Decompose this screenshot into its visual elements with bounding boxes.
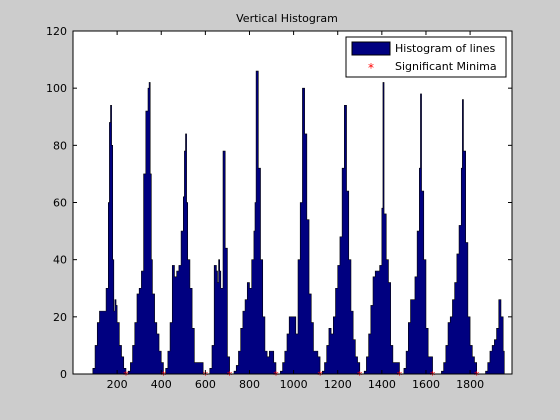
axes: * * * * * * * * * * 200 400 600 800 1000 1200 1400 1600 1… xyxy=(46,25,513,391)
minima-marker: * xyxy=(203,369,209,382)
histogram-peak-4 xyxy=(209,150,231,375)
legend-label-histogram: Histogram of lines xyxy=(395,42,496,55)
minima-marker: * xyxy=(317,369,323,382)
x-tick-label: 400 xyxy=(151,378,172,391)
histogram-peak-7 xyxy=(321,105,361,375)
histogram-peak-6 xyxy=(280,87,322,375)
minima-marker: * xyxy=(397,369,403,382)
legend-label-minima: Significant Minima xyxy=(395,60,497,73)
chart-title: Vertical Histogram xyxy=(236,12,338,25)
histogram-peak-8 xyxy=(363,82,401,375)
x-tick-label: 1800 xyxy=(456,378,484,391)
minima-marker: * xyxy=(161,369,167,382)
histogram-peak-10 xyxy=(441,99,478,375)
y-tick-label: 20 xyxy=(53,311,67,324)
x-tick-label: 200 xyxy=(107,378,128,391)
histogram-peak-2 xyxy=(127,82,165,375)
x-tick-label: 1400 xyxy=(368,378,396,391)
minima-marker: * xyxy=(430,369,436,382)
y-tick-label: 120 xyxy=(46,25,67,38)
y-tick-label: 40 xyxy=(53,254,67,267)
legend-minima-marker: * xyxy=(368,61,374,75)
y-tick-label: 80 xyxy=(53,139,67,152)
minima-marker: * xyxy=(123,369,129,382)
y-tick-label: 100 xyxy=(46,82,67,95)
minima-marker: * xyxy=(273,369,279,382)
x-axis-ticks: 200 400 600 800 1000 1200 1400 1600 1800 xyxy=(107,31,484,391)
x-tick-label: 1600 xyxy=(412,378,440,391)
x-tick-label: 800 xyxy=(239,378,260,391)
x-tick-label: 600 xyxy=(195,378,216,391)
histogram-peak-1 xyxy=(92,105,128,375)
histogram-peak-3 xyxy=(165,133,205,375)
minima-marker: * xyxy=(474,369,480,382)
y-tick-label: 0 xyxy=(60,368,67,381)
y-axis-ticks: 0 20 40 60 80 100 120 xyxy=(46,25,512,381)
legend: Histogram of lines * Significant Minima xyxy=(345,36,507,78)
minima-marker: * xyxy=(357,369,363,382)
histogram-bars xyxy=(92,70,505,375)
minima-marker: * xyxy=(227,369,233,382)
minima-markers: * * * * * * * * * * xyxy=(123,369,480,382)
y-tick-label: 60 xyxy=(53,197,67,210)
histogram-peak-9 xyxy=(403,93,434,375)
x-tick-label: 1200 xyxy=(324,378,352,391)
legend-histogram-swatch xyxy=(351,41,391,56)
histogram-peak-11 xyxy=(485,299,505,375)
x-tick-label: 1000 xyxy=(280,378,308,391)
histogram-peak-5 xyxy=(233,70,278,375)
